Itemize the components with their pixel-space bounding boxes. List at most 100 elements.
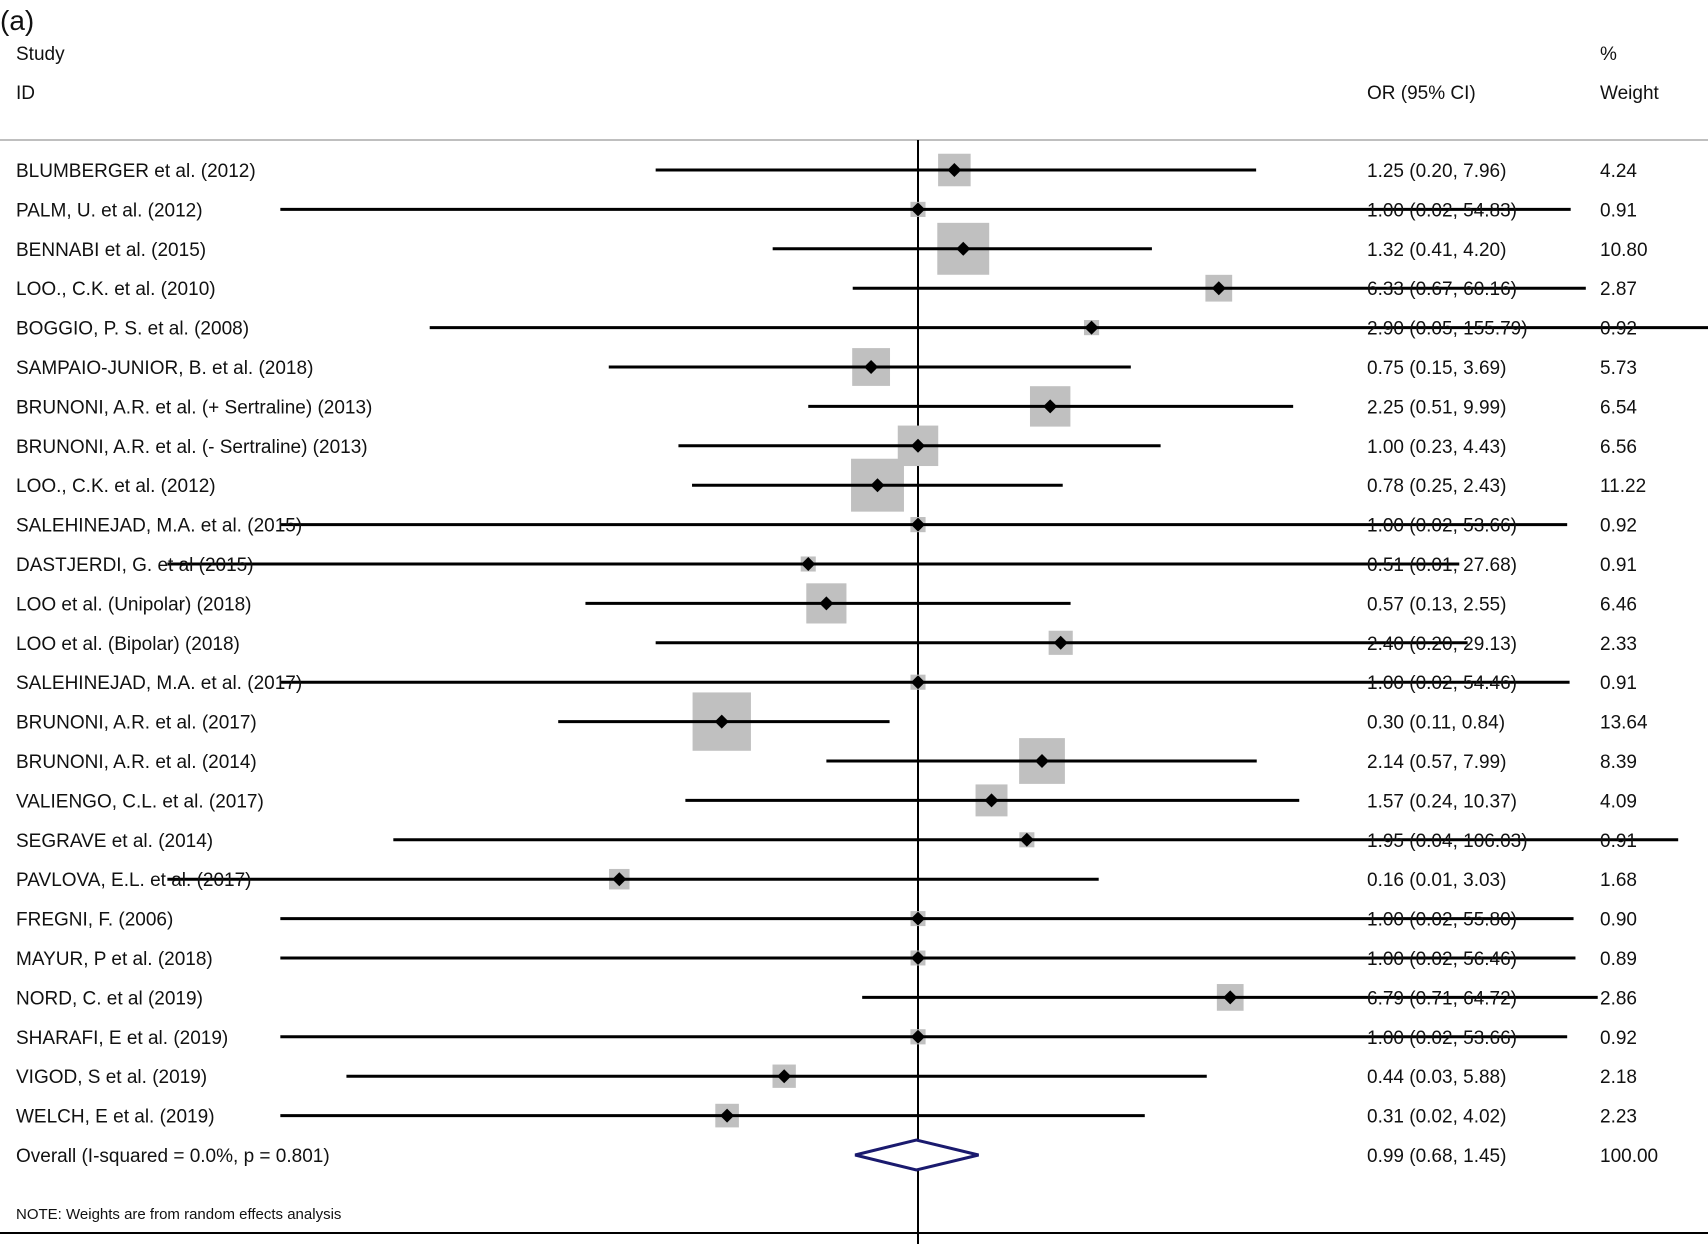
- overall-label: Overall (I-squared = 0.0%, p = 0.801): [16, 1146, 330, 1167]
- study-label: PAVLOVA, E.L. et al. (2017): [16, 870, 252, 891]
- ci-text: 1.00 (0.02, 53.66): [1367, 516, 1517, 537]
- ci-text: 0.44 (0.03, 5.88): [1367, 1067, 1506, 1088]
- weight-text: 4.24: [1600, 161, 1637, 182]
- point-estimate: [911, 202, 925, 217]
- study-label: LOO., C.K. et al. (2010): [16, 279, 216, 300]
- study-label: VALIENGO, C.L. et al. (2017): [16, 791, 264, 812]
- weight-text: 1.68: [1600, 870, 1637, 891]
- point-estimate: [947, 163, 962, 177]
- study-label: SALEHINEJAD, M.A. et al. (2017): [16, 673, 302, 694]
- study-label: LOO., C.K. et al. (2012): [16, 476, 216, 497]
- weight-text: 5.73: [1600, 358, 1637, 379]
- study-label: BRUNONI, A.R. et al. (- Sertraline) (201…: [16, 437, 368, 458]
- point-estimate: [612, 872, 627, 887]
- ci-text: 0.57 (0.13, 2.55): [1367, 594, 1506, 615]
- point-estimate: [870, 478, 885, 493]
- point-estimate: [984, 793, 999, 808]
- weight-text: 0.91: [1600, 831, 1637, 852]
- point-estimate: [911, 517, 925, 532]
- effect-header: OR (95% CI): [1367, 83, 1476, 104]
- study-label: BOGGIO, P. S. et al. (2008): [16, 319, 249, 340]
- ci-text: 6.33 (0.67, 60.16): [1367, 279, 1517, 300]
- weight-text: 4.09: [1600, 791, 1637, 812]
- weight-text: 0.91: [1600, 673, 1637, 694]
- ci-text: 1.00 (0.02, 54.46): [1367, 673, 1517, 694]
- ci-text: 1.95 (0.04, 106.03): [1367, 831, 1528, 852]
- study-label: SAMPAIO-JUNIOR, B. et al. (2018): [16, 358, 313, 379]
- point-estimate: [1019, 832, 1034, 847]
- weight-text: 0.89: [1600, 949, 1637, 970]
- weight-text: 0.92: [1600, 1028, 1637, 1049]
- point-estimate: [911, 911, 925, 926]
- ci-text: 1.00 (0.23, 4.43): [1367, 437, 1506, 458]
- weight-text: 2.23: [1600, 1107, 1637, 1128]
- point-estimate: [911, 438, 925, 453]
- overall-weight-text: 100.00: [1600, 1146, 1658, 1167]
- point-estimate: [720, 1108, 735, 1123]
- point-estimate: [819, 596, 834, 611]
- point-estimate: [1084, 320, 1099, 335]
- ci-text: 0.30 (0.11, 0.84): [1367, 713, 1505, 734]
- study-label: BLUMBERGER et al. (2012): [16, 161, 256, 182]
- ci-text: 0.16 (0.01, 3.03): [1367, 870, 1506, 891]
- study-label: BRUNONI, A.R. et al. (+ Sertraline) (201…: [16, 397, 372, 418]
- ci-text: 1.00 (0.02, 55.80): [1367, 910, 1517, 931]
- weight-text: 0.91: [1600, 555, 1637, 576]
- weight-text: 2.86: [1600, 988, 1637, 1009]
- study-label: SALEHINEJAD, M.A. et al. (2015): [16, 516, 302, 537]
- weight-text: 6.56: [1600, 437, 1637, 458]
- study-label: MAYUR, P et al. (2018): [16, 949, 213, 970]
- weight-text: 10.80: [1600, 240, 1648, 261]
- ci-text: 2.25 (0.51, 9.99): [1367, 397, 1506, 418]
- weight-text: 0.92: [1600, 516, 1637, 537]
- study-label: SHARAFI, E et al. (2019): [16, 1028, 228, 1049]
- weight-text: 2.87: [1600, 279, 1637, 300]
- footnote: NOTE: Weights are from random effects an…: [16, 1206, 341, 1223]
- study-label: BENNABI et al. (2015): [16, 240, 206, 261]
- point-estimate: [911, 1029, 925, 1044]
- study-header-line2: ID: [16, 83, 35, 104]
- study-label: WELCH, E et al. (2019): [16, 1107, 215, 1128]
- point-estimate: [1223, 990, 1238, 1005]
- ci-text: 1.25 (0.20, 7.96): [1367, 161, 1506, 182]
- forest-marks: BLUMBERGER et al. (2012) 1.25 (0.20, 7.96…: [16, 140, 1708, 1244]
- point-estimate: [1035, 754, 1050, 768]
- overall-ci-text: 0.99 (0.68, 1.45): [1367, 1146, 1506, 1167]
- overall-diamond: [854, 1138, 979, 1172]
- ci-text: 1.00 (0.02, 53.66): [1367, 1028, 1517, 1049]
- ci-text: 0.78 (0.25, 2.43): [1367, 476, 1506, 497]
- weight-text: 8.39: [1600, 752, 1637, 773]
- weight-text: 6.54: [1600, 397, 1637, 418]
- study-label: LOO et al. (Unipolar) (2018): [16, 594, 252, 615]
- study-label: BRUNONI, A.R. et al. (2017): [16, 713, 257, 734]
- weight-header-line1: %: [1600, 44, 1617, 65]
- ci-text: 1.32 (0.41, 4.20): [1367, 240, 1506, 261]
- weight-text: 2.18: [1600, 1067, 1637, 1088]
- ci-text: 0.75 (0.15, 3.69): [1367, 358, 1506, 379]
- point-estimate: [1211, 281, 1226, 296]
- study-label: DASTJERDI, G. et al (2015): [16, 555, 254, 576]
- point-estimate: [911, 951, 925, 965]
- ci-text: 2.90 (0.05, 155.79): [1367, 319, 1528, 340]
- point-estimate: [777, 1069, 792, 1084]
- point-estimate: [1053, 635, 1068, 650]
- ci-text: 1.57 (0.24, 10.37): [1367, 791, 1517, 812]
- weight-text: 0.91: [1600, 200, 1637, 221]
- point-estimate: [864, 360, 879, 374]
- weight-text: 6.46: [1600, 594, 1637, 615]
- ci-text: 1.00 (0.02, 54.83): [1367, 200, 1517, 221]
- point-estimate: [911, 675, 925, 690]
- weight-header-line2: Weight: [1600, 83, 1660, 104]
- weight-text: 2.33: [1600, 634, 1637, 655]
- study-label: SEGRAVE et al. (2014): [16, 831, 213, 852]
- point-estimate: [956, 241, 971, 256]
- study-label: FREGNI, F. (2006): [16, 910, 173, 931]
- study-label: VIGOD, S et al. (2019): [16, 1067, 207, 1088]
- weight-text: 11.22: [1600, 476, 1646, 497]
- weight-text: 13.64: [1600, 713, 1648, 734]
- study-label: BRUNONI, A.R. et al. (2014): [16, 752, 257, 773]
- ci-text: 2.40 (0.20, 29.13): [1367, 634, 1517, 655]
- study-header-line1: Study: [16, 44, 65, 65]
- weight-text: 0.92: [1600, 319, 1637, 340]
